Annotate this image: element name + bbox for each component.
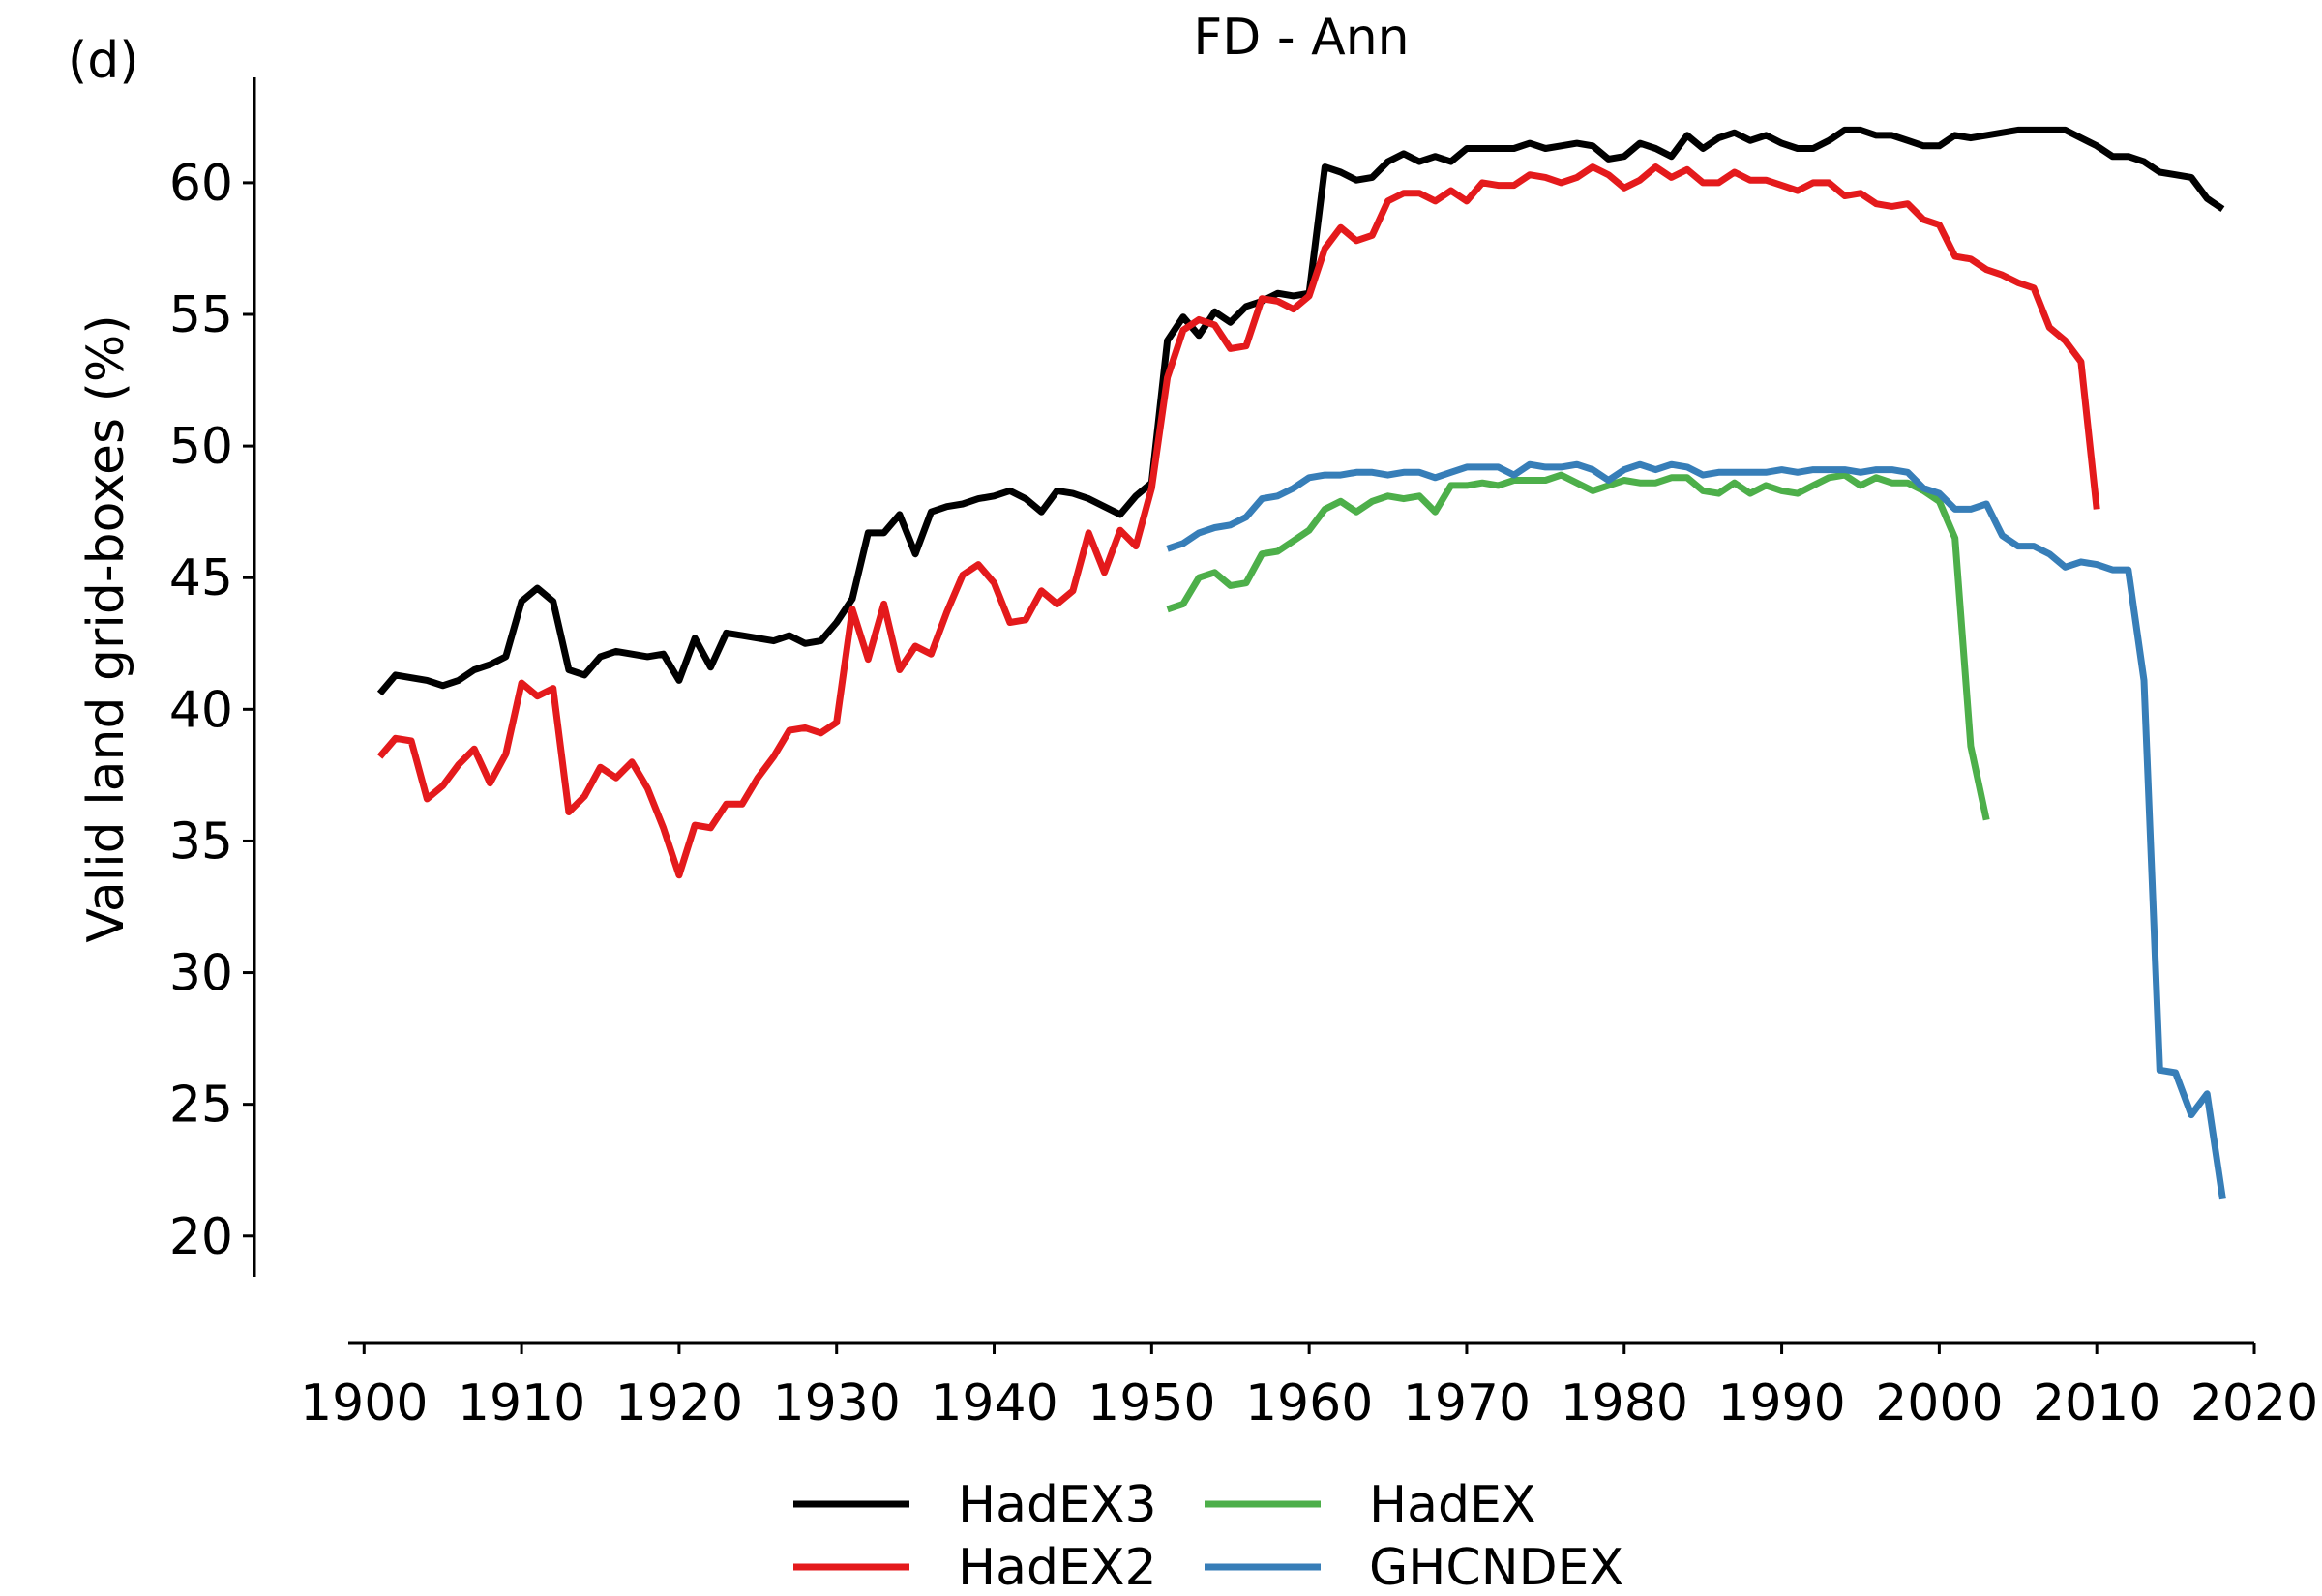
x-tick-label: 1980	[1561, 1374, 1688, 1433]
y-tick-label: 25	[169, 1077, 233, 1135]
x-tick-label: 1930	[773, 1374, 901, 1433]
series-line-hadex3	[376, 126, 2225, 696]
x-tick-label: 1970	[1403, 1374, 1531, 1433]
y-axis: 20 25 30 35 40 45 50 55 60	[169, 77, 256, 1277]
y-tick-label: 35	[169, 813, 233, 871]
legend-label: HadEX3	[958, 1476, 1157, 1534]
x-tick-label: 1960	[1245, 1374, 1373, 1433]
x-tick-label: 1990	[1717, 1374, 1845, 1433]
y-axis-title: Valid land grid-boxes (%)	[77, 314, 135, 942]
x-tick-label: 2010	[2033, 1374, 2160, 1433]
y-tick-label: 55	[169, 286, 233, 344]
panel-label: (d)	[68, 32, 139, 90]
x-tick-label: 1910	[458, 1374, 585, 1433]
x-axis: 1900 1910 1920 1930 1940 1950 1960 1970 1980 1990…	[300, 1341, 2318, 1433]
series-line-hadex2	[376, 163, 2100, 879]
y-tick-label: 60	[169, 155, 233, 213]
chart-title: FD - Ann	[1193, 9, 1409, 67]
legend-label: HadEX	[1369, 1476, 1535, 1534]
legend-label: HadEX2	[958, 1539, 1157, 1596]
y-tick-label: 50	[169, 418, 233, 476]
y-tick-label: 20	[169, 1208, 233, 1266]
series-line-ghcndex	[1166, 460, 2226, 1200]
x-tick-label: 1900	[300, 1374, 428, 1433]
series-group	[376, 126, 2226, 1200]
y-tick-label: 45	[169, 549, 233, 607]
y-tick-label: 40	[169, 681, 233, 739]
x-tick-label: 1940	[930, 1374, 1057, 1433]
legend-label: GHCNDEX	[1369, 1539, 1623, 1596]
series-line-hadex	[1166, 471, 1990, 821]
y-tick-label: 30	[169, 945, 233, 1003]
x-tick-label: 2000	[1875, 1374, 2003, 1433]
x-tick-label: 1950	[1087, 1374, 1215, 1433]
x-tick-label: 1920	[615, 1374, 743, 1433]
x-tick-label: 2020	[2190, 1374, 2318, 1433]
